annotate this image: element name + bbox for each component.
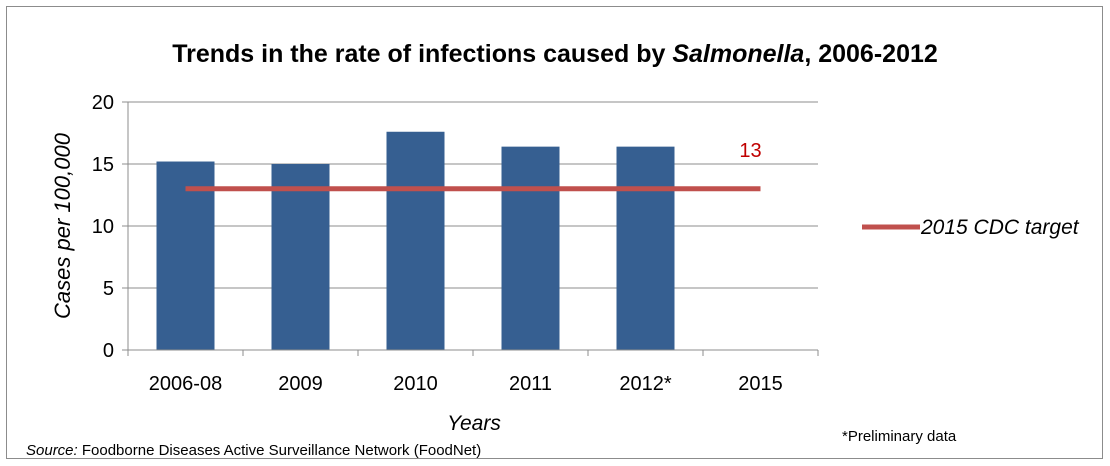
x-tick-label: 2006-08 [149,373,222,395]
bar [501,146,560,350]
legend: 2015 CDC target [862,216,1080,239]
title-suffix: , 2006-2012 [804,40,938,68]
x-tick-label: 2015 [738,373,783,395]
target-series: 13 [185,140,762,192]
title-italic: Salmonella [672,40,805,68]
axes [127,102,819,356]
x-tick-label: 2012* [619,373,671,395]
y-tick-label: 0 [103,340,114,362]
y-tick-label: 20 [92,92,114,114]
y-tick-label: 5 [103,278,114,300]
source-note: Source: Foodborne Diseases Active Survei… [26,442,481,459]
bar [616,146,675,350]
legend-entry: 2015 CDC target [920,216,1080,239]
x-tick-label: 2009 [278,373,323,395]
title-prefix: Trends in the rate of infections caused … [172,40,673,68]
x-tick-label: 2011 [509,373,552,395]
chart-title: Trends in the rate of infections caused … [0,40,1110,69]
x-axis-label: Years [447,412,501,435]
tick-labels: 0 5 10 15 20 2006-08 2009 2010 2011 2012* 2015 [92,92,783,395]
bar [386,131,445,350]
bar [271,164,330,350]
gridlines [122,101,818,351]
y-tick-label: 15 [92,154,114,176]
target-data-label: 13 [739,140,761,162]
bars [156,131,675,350]
y-tick-label: 10 [92,216,114,238]
source-text: Foodborne Diseases Active Surveillance N… [77,442,482,459]
bar [156,161,215,350]
footnote: *Preliminary data [842,428,957,445]
source-label: Source: [26,442,78,459]
y-axis-label: Cases per 100,000 [50,132,75,319]
x-tick-label: 2010 [393,373,438,395]
